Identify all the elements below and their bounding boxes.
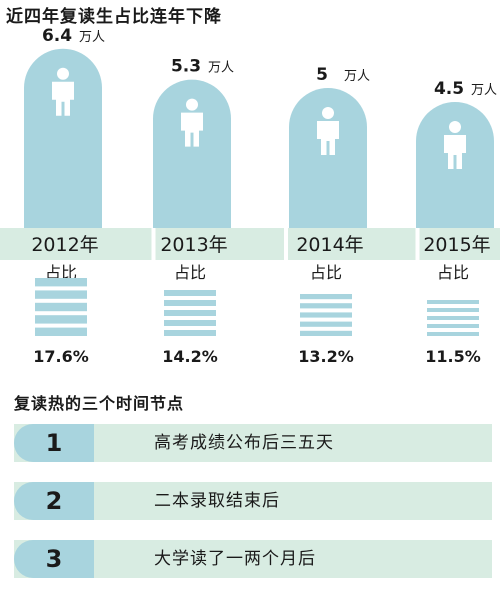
share-stripe [427, 300, 479, 304]
unit-label: 万人 [208, 61, 234, 76]
timepoint-text: 二本录取结束后 [154, 491, 280, 511]
ratio-label: 占比 [437, 263, 469, 282]
person-body [317, 121, 339, 155]
person-icon [444, 121, 466, 169]
year-label: 2013年 [160, 234, 227, 256]
unit-label: 万人 [344, 69, 370, 84]
bar [153, 79, 231, 228]
share-stripe [35, 290, 87, 299]
person-head [186, 98, 198, 111]
timepoint-number: 3 [14, 540, 94, 578]
timepoint-text: 大学读了一两个月后 [154, 549, 316, 569]
person-head [322, 107, 334, 119]
share-stripe [427, 332, 479, 336]
share-stripe [35, 315, 87, 324]
person-icon [181, 98, 203, 147]
section-title: 复读热的三个时间节点 [14, 394, 185, 413]
timepoint-item: 3 大学读了一两个月后 [14, 540, 492, 578]
timepoint-item: 1 高考成绩公布后三五天 [14, 424, 492, 462]
year-label: 2015年 [423, 234, 490, 256]
person-head [57, 67, 69, 80]
share-stripe [164, 310, 216, 316]
share-stripe [300, 321, 352, 327]
year-label: 2014年 [296, 234, 363, 256]
person-body [181, 112, 203, 147]
share-stripe [164, 320, 216, 326]
share-value-label: 17.6% [33, 347, 89, 366]
timepoint-item: 2 二本录取结束后 [14, 482, 492, 520]
chart-title: 近四年复读生占比连年下降 [6, 7, 222, 27]
share-stripe [427, 308, 479, 312]
share-stripes [164, 290, 216, 336]
value-label: 5.3 [171, 57, 201, 77]
timepoint-number: 2 [14, 482, 94, 520]
share-stripe [300, 303, 352, 309]
share-stripes [35, 278, 87, 336]
share-stripe [300, 312, 352, 318]
person-body [52, 81, 74, 116]
share-stripe [427, 316, 479, 320]
bar [289, 88, 367, 228]
person-body [444, 135, 466, 169]
share-stripe [300, 294, 352, 300]
ratio-label: 占比 [310, 263, 342, 282]
share-stripe [164, 330, 216, 336]
share-stripe [300, 330, 352, 336]
bar [24, 48, 102, 229]
share-value-label: 11.5% [425, 347, 481, 366]
share-stripes [427, 300, 479, 336]
unit-label: 万人 [79, 30, 105, 45]
unit-label: 万人 [471, 83, 497, 98]
value-label: 5 [316, 65, 328, 85]
bar [416, 102, 494, 228]
share-stripes [300, 294, 352, 336]
share-value-label: 13.2% [298, 347, 354, 366]
share-stripe [35, 327, 87, 336]
share-stripe [164, 290, 216, 296]
share-value-label: 14.2% [162, 347, 218, 366]
ratio-label: 占比 [174, 263, 206, 282]
person-icon [317, 107, 339, 155]
value-label: 6.4 [42, 26, 72, 46]
share-stripe [427, 324, 479, 328]
value-label: 4.5 [434, 79, 464, 99]
person-icon [52, 67, 74, 116]
share-stripe [164, 300, 216, 306]
person-head [449, 121, 461, 133]
year-label: 2012年 [31, 234, 98, 256]
ratio-label: 占比 [45, 263, 77, 282]
share-stripe [35, 302, 87, 312]
timepoint-number: 1 [14, 424, 94, 462]
share-stripe [35, 278, 87, 287]
timepoint-text: 高考成绩公布后三五天 [154, 433, 334, 453]
